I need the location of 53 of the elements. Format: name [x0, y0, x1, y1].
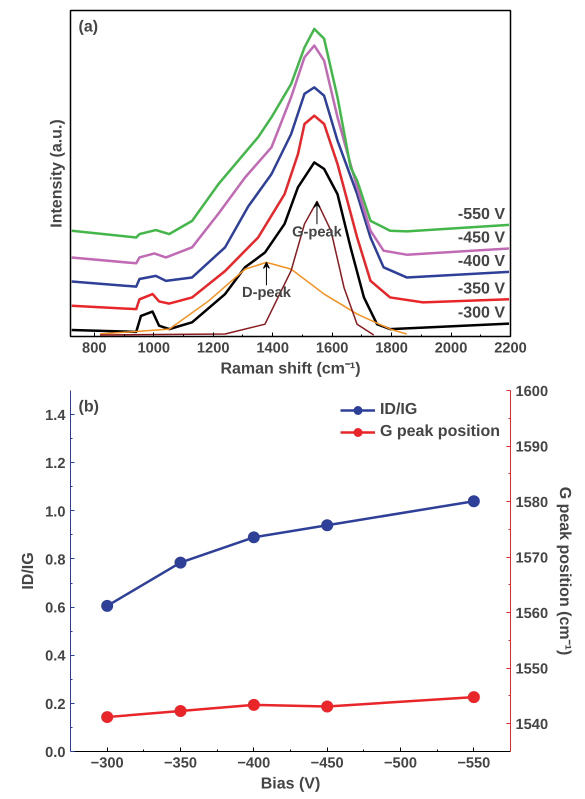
y-tick-label: 1.2 [45, 456, 66, 472]
x-tick-label: 2200 [494, 340, 527, 356]
annotation: (a) [78, 18, 98, 36]
y2-tick-label: 1580 [516, 495, 548, 512]
point [101, 711, 114, 724]
x-tick-label: −550 [457, 756, 490, 772]
y-tick-label: 0.4 [45, 648, 66, 665]
point [174, 704, 186, 717]
x-tick-label: 800 [82, 340, 107, 356]
x-tick-label: 1000 [137, 340, 170, 356]
x-tick-label: 1600 [316, 340, 348, 356]
x-tick-label: 1400 [256, 340, 289, 356]
series-label: -300 V [458, 304, 506, 322]
y2-tick-label: 1560 [516, 606, 548, 622]
x-tick-label: −500 [384, 756, 418, 772]
x-tick-label: −400 [237, 756, 270, 772]
x-tick-label: −450 [310, 756, 344, 772]
point [174, 556, 186, 569]
y-tick-label: 1.4 [45, 408, 66, 424]
point [321, 700, 334, 713]
y2-tick-label: 1550 [516, 662, 548, 678]
y-tick-label: 0.2 [45, 696, 66, 713]
point [321, 519, 334, 532]
x-tick-label: −350 [164, 756, 198, 772]
series-label: -450 V [458, 230, 506, 247]
series-label: -550 V [458, 206, 506, 223]
point [101, 600, 114, 612]
series-label: -350 V [458, 280, 506, 298]
x-tick-label: 1800 [375, 340, 408, 356]
x-axis-title: Bias (V) [260, 776, 320, 792]
y-tick-label: 0.8 [45, 552, 66, 568]
series-label: -400 V [458, 252, 506, 270]
legend-label: G peak position [380, 423, 500, 441]
point [248, 698, 260, 711]
y2-tick-label: 1590 [516, 440, 548, 456]
y2-tick-label: 1600 [516, 384, 548, 400]
y-tick-label: 0.6 [45, 600, 66, 617]
x-tick-label: 1200 [196, 340, 230, 356]
point [468, 495, 480, 508]
y2-tick-label: 1570 [516, 550, 548, 567]
point [248, 531, 260, 544]
annotation: (b) [78, 398, 99, 416]
y-axis-title: Intensity (a.u.) [48, 119, 66, 228]
y2-axis-title: G peak position (cm⁻¹) [556, 486, 574, 656]
legend-label: ID/IG [380, 401, 418, 419]
y-tick-label: 1.0 [45, 504, 66, 520]
y-axis-title: ID/IG [20, 552, 38, 590]
x-tick-label: −300 [90, 756, 124, 772]
x-axis-title: Raman shift (cm⁻¹) [220, 360, 361, 378]
point [468, 691, 480, 704]
y2-tick-label: 1540 [516, 717, 548, 734]
x-tick-label: 2000 [434, 340, 468, 356]
y-tick-label: 0.0 [45, 745, 66, 761]
